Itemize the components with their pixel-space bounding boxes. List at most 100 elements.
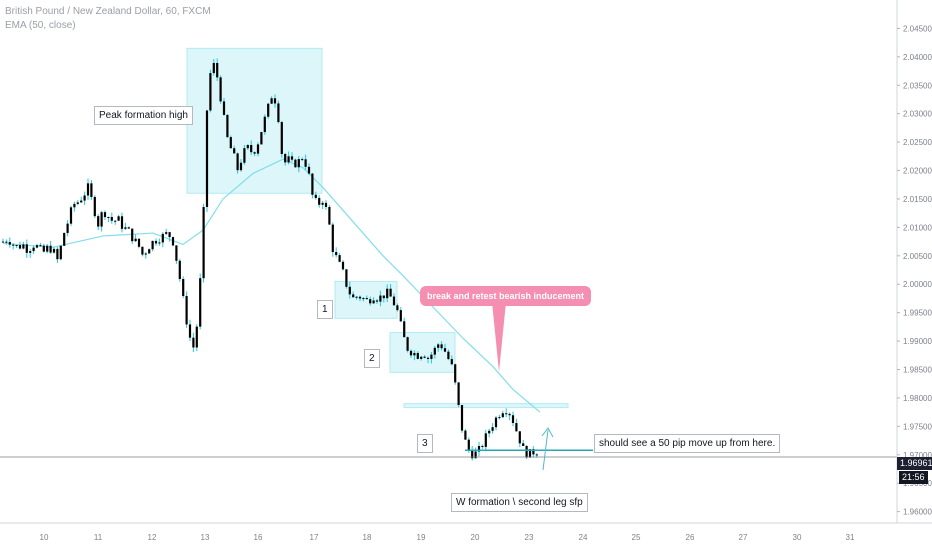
candle-body bbox=[372, 300, 375, 304]
x-tick-label: 16 bbox=[254, 533, 263, 542]
candle-body bbox=[290, 156, 294, 160]
candle-body bbox=[12, 244, 15, 246]
candle-body bbox=[287, 156, 290, 163]
candle-body bbox=[437, 344, 440, 348]
candle-body bbox=[195, 326, 198, 348]
candle-body bbox=[501, 413, 504, 418]
candle-body bbox=[226, 114, 229, 138]
candle-body bbox=[29, 251, 32, 253]
ema-50-line bbox=[2, 158, 541, 413]
up-arrow-head bbox=[541, 427, 554, 438]
x-tick-label: 20 bbox=[471, 533, 480, 542]
y-tick-label: 2.02500 bbox=[903, 138, 932, 147]
candle-body bbox=[396, 305, 399, 311]
x-tick-label: 12 bbox=[148, 533, 157, 542]
candle-body bbox=[120, 216, 124, 229]
candle-body bbox=[161, 233, 164, 243]
candle-body bbox=[52, 248, 56, 253]
candle-body bbox=[256, 144, 260, 154]
y-tick-label: 2.00000 bbox=[903, 280, 932, 289]
box-2-label[interactable]: 2 bbox=[364, 349, 380, 368]
candle-body bbox=[216, 62, 219, 78]
candle-body bbox=[426, 357, 430, 359]
candle-body bbox=[69, 207, 73, 224]
candle-body bbox=[532, 449, 535, 455]
candle-body bbox=[515, 423, 518, 432]
candle-body bbox=[474, 451, 477, 459]
candle-body bbox=[141, 246, 144, 255]
candle-body bbox=[406, 337, 409, 351]
candle-body bbox=[491, 427, 494, 431]
candle-body bbox=[348, 286, 351, 295]
candle-body bbox=[399, 310, 402, 322]
candle-body bbox=[369, 299, 372, 304]
candle-body bbox=[358, 296, 362, 299]
candle-body bbox=[522, 443, 525, 446]
candle-body bbox=[270, 98, 273, 104]
candle-body bbox=[229, 137, 232, 149]
candle-body bbox=[324, 202, 328, 207]
candle-body bbox=[413, 352, 416, 356]
x-tick-label: 30 bbox=[793, 533, 802, 542]
candle-body bbox=[253, 152, 256, 154]
candle-body bbox=[386, 288, 389, 299]
candle-body bbox=[440, 344, 443, 349]
candle-body bbox=[389, 288, 392, 297]
candle-body bbox=[379, 295, 382, 302]
candle-body bbox=[188, 324, 192, 338]
x-tick-label: 24 bbox=[579, 533, 588, 542]
candle-body bbox=[392, 296, 396, 306]
candle-body bbox=[304, 159, 307, 167]
y-tick-label: 2.01000 bbox=[903, 223, 932, 232]
candle-body bbox=[301, 159, 304, 161]
y-tick-label: 1.98000 bbox=[903, 394, 932, 403]
candle-body bbox=[423, 356, 426, 358]
candle-body bbox=[39, 245, 42, 247]
box-3-label[interactable]: 3 bbox=[417, 434, 433, 453]
peak-formation-label[interactable]: Peak formation high bbox=[94, 106, 193, 125]
candle-body bbox=[22, 244, 25, 249]
indicator-legend: EMA (50, close) bbox=[5, 20, 76, 31]
candle-body bbox=[114, 220, 117, 222]
candle-body bbox=[494, 417, 498, 428]
candle-body bbox=[430, 354, 433, 359]
candle-body bbox=[32, 247, 35, 252]
candle-body bbox=[297, 159, 300, 168]
box-1-label[interactable]: 1 bbox=[317, 300, 333, 319]
candle-body bbox=[535, 454, 538, 456]
y-tick-label: 2.00500 bbox=[903, 252, 932, 261]
candle-body bbox=[212, 62, 215, 74]
x-tick-label: 11 bbox=[94, 533, 103, 542]
candle-body bbox=[382, 295, 385, 299]
candle-body bbox=[25, 244, 28, 253]
candle-body bbox=[171, 237, 175, 246]
candle-body bbox=[307, 166, 311, 174]
candle-body bbox=[460, 405, 464, 431]
pip-move-label[interactable]: should see a 50 pip move up from here. bbox=[594, 434, 781, 453]
w-formation-label[interactable]: W formation \ second leg sfp bbox=[451, 493, 588, 512]
y-tick-label: 2.03000 bbox=[903, 110, 932, 119]
y-tick-label: 1.99500 bbox=[903, 309, 932, 318]
candle-body bbox=[352, 294, 355, 298]
candle-body bbox=[124, 227, 127, 229]
candle-body bbox=[1, 241, 5, 243]
inducement-callout[interactable]: break and retest bearish inducement bbox=[420, 286, 592, 306]
candle-body bbox=[107, 217, 110, 219]
candle-body bbox=[403, 321, 406, 338]
y-tick-label: 1.98500 bbox=[903, 366, 932, 375]
candle-body bbox=[56, 248, 59, 260]
candle-body bbox=[73, 203, 76, 208]
candle-body bbox=[97, 216, 100, 227]
y-tick-label: 2.02000 bbox=[903, 167, 932, 176]
candle-body bbox=[488, 430, 491, 434]
y-tick-label: 1.97000 bbox=[903, 451, 932, 460]
candle-body bbox=[481, 445, 484, 447]
candle-body bbox=[311, 173, 314, 195]
candle-body bbox=[447, 351, 450, 360]
candle-body bbox=[341, 261, 345, 270]
candle-body bbox=[76, 202, 79, 204]
candle-body bbox=[8, 241, 11, 245]
candle-body bbox=[338, 255, 341, 262]
candle-body bbox=[185, 296, 188, 325]
